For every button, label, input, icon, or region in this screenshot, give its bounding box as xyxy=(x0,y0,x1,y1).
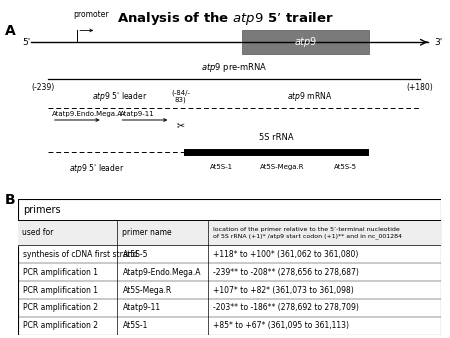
Text: -239** to -208** (278,656 to 278,687): -239** to -208** (278,656 to 278,687) xyxy=(213,268,359,277)
Bar xyxy=(242,30,369,54)
Text: At5S-1: At5S-1 xyxy=(210,164,233,170)
Text: Analysis of the $\mathit{atp9}$ 5’ trailer: Analysis of the $\mathit{atp9}$ 5’ trail… xyxy=(117,10,333,27)
Text: +118* to +100* (361,062 to 361,080): +118* to +100* (361,062 to 361,080) xyxy=(213,250,359,259)
Text: synthesis of cDNA first strand: synthesis of cDNA first strand xyxy=(23,250,137,259)
Text: $\mathit{atp9}$: $\mathit{atp9}$ xyxy=(294,35,317,49)
Text: PCR amplification 1: PCR amplification 1 xyxy=(23,286,98,294)
Text: $\mathit{atp9}$ pre-mRNA: $\mathit{atp9}$ pre-mRNA xyxy=(201,62,267,74)
Text: PCR amplification 1: PCR amplification 1 xyxy=(23,268,98,277)
Text: (+180): (+180) xyxy=(406,83,433,92)
Text: 5S rRNA: 5S rRNA xyxy=(259,133,293,142)
Text: PCR amplification 2: PCR amplification 2 xyxy=(23,321,98,330)
Text: +85* to +67* (361,095 to 361,113): +85* to +67* (361,095 to 361,113) xyxy=(213,321,350,330)
Text: primers: primers xyxy=(23,205,61,215)
Text: promoter: promoter xyxy=(73,9,108,19)
Text: Atatp9.Endo.Mega.A: Atatp9.Endo.Mega.A xyxy=(52,111,123,117)
Text: (-239): (-239) xyxy=(32,83,55,92)
Text: Atatp9-Endo.Mega.A: Atatp9-Endo.Mega.A xyxy=(122,268,201,277)
Text: 5': 5' xyxy=(22,38,31,47)
Text: location of the primer relative to the 5’-terminal nucleotide
of 5S rRNA (+1)* /: location of the primer relative to the 5… xyxy=(212,227,401,239)
Text: -203** to -186** (278,692 to 278,709): -203** to -186** (278,692 to 278,709) xyxy=(213,303,359,312)
Text: (-84/-
83): (-84/- 83) xyxy=(171,90,190,103)
Text: $\mathit{atp9}$ 5' leader: $\mathit{atp9}$ 5' leader xyxy=(68,162,124,175)
Text: Atatp9-11: Atatp9-11 xyxy=(122,303,161,312)
Text: 3': 3' xyxy=(435,38,443,47)
Text: Atatp9-11: Atatp9-11 xyxy=(120,111,154,117)
Text: At5S-Mega.R: At5S-Mega.R xyxy=(260,164,305,170)
Text: +107* to +82* (361,073 to 361,098): +107* to +82* (361,073 to 361,098) xyxy=(213,286,354,294)
Text: used for: used for xyxy=(22,228,54,237)
Text: B: B xyxy=(4,193,15,207)
Text: $\mathit{atp9}$ 5' leader: $\mathit{atp9}$ 5' leader xyxy=(92,90,147,103)
Text: At5S-1: At5S-1 xyxy=(122,321,148,330)
Text: At5S-5: At5S-5 xyxy=(334,164,357,170)
Text: $\mathit{atp9}$ mRNA: $\mathit{atp9}$ mRNA xyxy=(287,90,333,103)
Text: At5S-Mega.R: At5S-Mega.R xyxy=(122,286,172,294)
Text: primer name: primer name xyxy=(122,228,171,237)
Text: A: A xyxy=(4,24,15,38)
Text: At5S-5: At5S-5 xyxy=(122,250,148,259)
Text: ✂: ✂ xyxy=(177,120,185,130)
Text: PCR amplification 2: PCR amplification 2 xyxy=(23,303,98,312)
